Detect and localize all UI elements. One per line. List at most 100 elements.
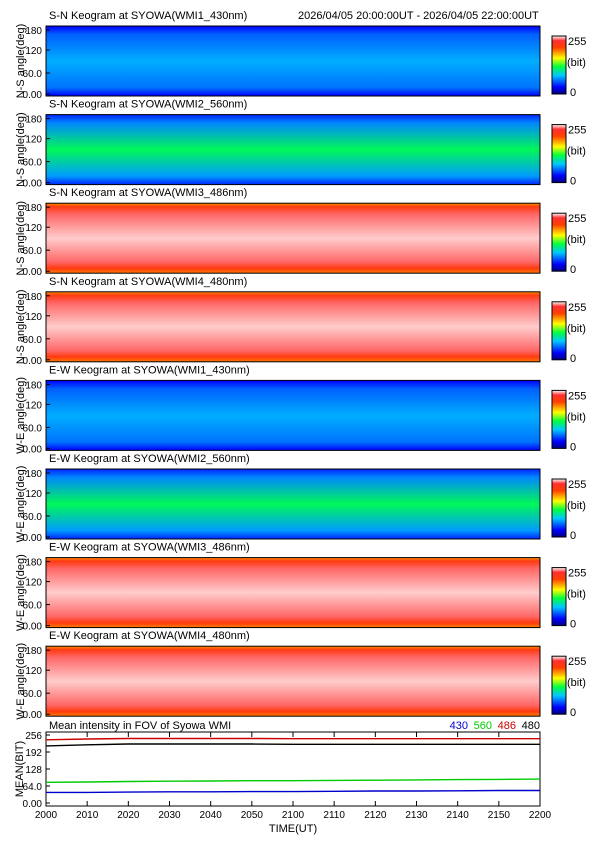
colorbar-max-label: 255: [568, 390, 586, 402]
time-range-label: 2026/04/05 20:00:00UT - 2026/04/05 22:00…: [298, 10, 539, 22]
keogram-title: E-W Keogram at SYOWA(WMI3_486nm): [49, 542, 250, 554]
colorbar-min-label: 0: [570, 87, 576, 99]
keogram-ylabel: W-E angle(deg): [15, 643, 27, 720]
keogram-ylabel: W-E angle(deg): [15, 554, 27, 631]
legend-entry-560: 560: [474, 720, 492, 732]
keogram-ytick-label: 0.00: [23, 710, 43, 721]
legend-entry-480: 480: [522, 720, 540, 732]
colorbar-unit-label: (bit): [567, 589, 586, 601]
keogram-ytick-label: 0.00: [23, 90, 43, 101]
colorbar-max-label: 255: [568, 36, 586, 48]
keogram-ytick-label: 180: [25, 26, 42, 37]
keogram-ytick-label: 0.00: [23, 356, 43, 367]
keogram-ytick-label: 0.00: [23, 179, 43, 190]
colorbar-unit-label: (bit): [567, 234, 586, 246]
series-line-430: [46, 789, 540, 794]
keogram-ytick-label: 180: [25, 203, 42, 214]
keogram-ytick-label: 60.0: [23, 158, 43, 169]
colorbar: [551, 389, 567, 449]
chart-xlabel: TIME(UT): [269, 823, 317, 835]
colorbar-unit-label: (bit): [567, 57, 586, 69]
keogram-image: [45, 114, 541, 186]
keogram-panel: S-N Keogram at SYOWA(WMI3_486nm) 180 120 60…: [15, 187, 586, 278]
colorbar-min-label: 0: [570, 530, 576, 542]
colorbar-unit-label: (bit): [567, 146, 586, 158]
colorbar-max-label: 255: [568, 479, 586, 491]
keogram-image: [45, 557, 541, 629]
chart-xtick-label: 2110: [323, 810, 345, 821]
keogram-title: E-W Keogram at SYOWA(WMI2_560nm): [49, 453, 250, 465]
keogram-ytick-label: 120: [25, 666, 42, 677]
colorbar: [551, 567, 567, 627]
chart-ytick-label: 0.00: [23, 799, 43, 810]
keogram-ytick-label: 180: [25, 292, 42, 303]
legend-entry-486: 486: [498, 720, 516, 732]
colorbar-unit-label: (bit): [567, 500, 586, 512]
chart-xtick-label: 2000: [35, 810, 58, 821]
keogram-ytick-label: 60.0: [23, 335, 43, 346]
colorbar-min-label: 0: [570, 619, 576, 631]
keogram-panels: S-N Keogram at SYOWA(WMI1_430nm) 180 120 60…: [15, 10, 586, 721]
keogram-ylabel: N-S angle(deg): [15, 201, 27, 276]
series-line-560: [45, 778, 541, 783]
keogram-panel: S-N Keogram at SYOWA(WMI1_430nm) 180 120 60…: [15, 10, 586, 101]
colorbar-max-label: 255: [568, 656, 586, 668]
chart-xtick-label: 2050: [241, 810, 264, 821]
keogram-panel: E-W Keogram at SYOWA(WMI4_480nm) 180 120 60…: [15, 630, 586, 721]
keogram-ytick-label: 0.00: [23, 444, 43, 455]
keogram-panel: E-W Keogram at SYOWA(WMI3_486nm) 180 120 60…: [15, 542, 586, 633]
keogram-ytick-label: 0.00: [23, 533, 43, 544]
chart-xtick-label: 2150: [488, 810, 511, 821]
keogram-image: [45, 25, 541, 97]
keogram-image: [45, 202, 541, 274]
colorbar: [551, 301, 567, 361]
keogram-ytick-label: 60.0: [23, 689, 43, 700]
colorbar: [551, 35, 567, 95]
keogram-ytick-label: 180: [25, 646, 42, 657]
keogram-title: E-W Keogram at SYOWA(WMI4_480nm): [49, 630, 250, 642]
chart-plot-area: [45, 731, 541, 807]
colorbar-min-label: 0: [570, 441, 576, 453]
keogram-ytick-label: 180: [25, 469, 42, 480]
chart-xtick-label: 2010: [76, 810, 99, 821]
keogram-ytick-label: 0.00: [23, 622, 43, 633]
keogram-title: E-W Keogram at SYOWA(WMI1_430nm): [49, 364, 250, 376]
colorbar-unit-label: (bit): [567, 411, 586, 423]
keogram-panel: S-N Keogram at SYOWA(WMI2_560nm) 180 120 60…: [15, 99, 586, 190]
chart-xtick-label: 2130: [405, 810, 428, 821]
chart-x-axis: 2000 2010 2020 2030 2040 2050 2100 2110 2120 2130…: [35, 732, 552, 821]
chart-xtick-label: 2200: [529, 810, 552, 821]
keogram-title: S-N Keogram at SYOWA(WMI3_486nm): [49, 187, 247, 199]
keogram-ytick-label: 120: [25, 312, 42, 323]
keogram-ytick-label: 120: [25, 223, 42, 234]
colorbar: [551, 478, 567, 538]
keogram-ytick-label: 120: [25, 135, 42, 146]
keogram-image: [45, 291, 541, 363]
keogram-title: S-N Keogram at SYOWA(WMI4_480nm): [49, 276, 247, 288]
keogram-ytick-label: 60.0: [23, 423, 43, 434]
keogram-ytick-label: 180: [25, 558, 42, 569]
colorbar-max-label: 255: [568, 568, 586, 580]
keogram-title: S-N Keogram at SYOWA(WMI1_430nm): [49, 10, 247, 22]
chart-xtick-label: 2030: [158, 810, 181, 821]
keogram-ylabel: W-E angle(deg): [15, 377, 27, 454]
keogram-ylabel: N-S angle(deg): [15, 290, 27, 365]
keogram-ytick-label: 120: [25, 489, 42, 500]
chart-ytick-label: 128: [25, 765, 42, 776]
chart-xtick-label: 2120: [364, 810, 387, 821]
keogram-ytick-label: 120: [25, 400, 42, 411]
chart-xtick-label: 2100: [282, 810, 305, 821]
keogram-ytick-label: 60.0: [23, 512, 43, 523]
chart-series: [45, 737, 541, 794]
chart-legend: 480 486 560 430: [450, 720, 540, 732]
keogram-ylabel: N-S angle(deg): [15, 24, 27, 99]
chart-title: Mean intensity in FOV of Syowa WMI: [49, 720, 231, 732]
colorbar-min-label: 0: [570, 353, 576, 365]
keogram-panel: E-W Keogram at SYOWA(WMI1_430nm) 180 120 60…: [15, 364, 586, 455]
chart-ytick-label: 256: [25, 731, 42, 742]
chart-y-axis: 256 192 128 64.0 0.00: [23, 731, 50, 810]
chart-ytick-label: 192: [25, 748, 42, 759]
keogram-ytick-label: 180: [25, 115, 42, 126]
series-line-486: [45, 737, 540, 741]
